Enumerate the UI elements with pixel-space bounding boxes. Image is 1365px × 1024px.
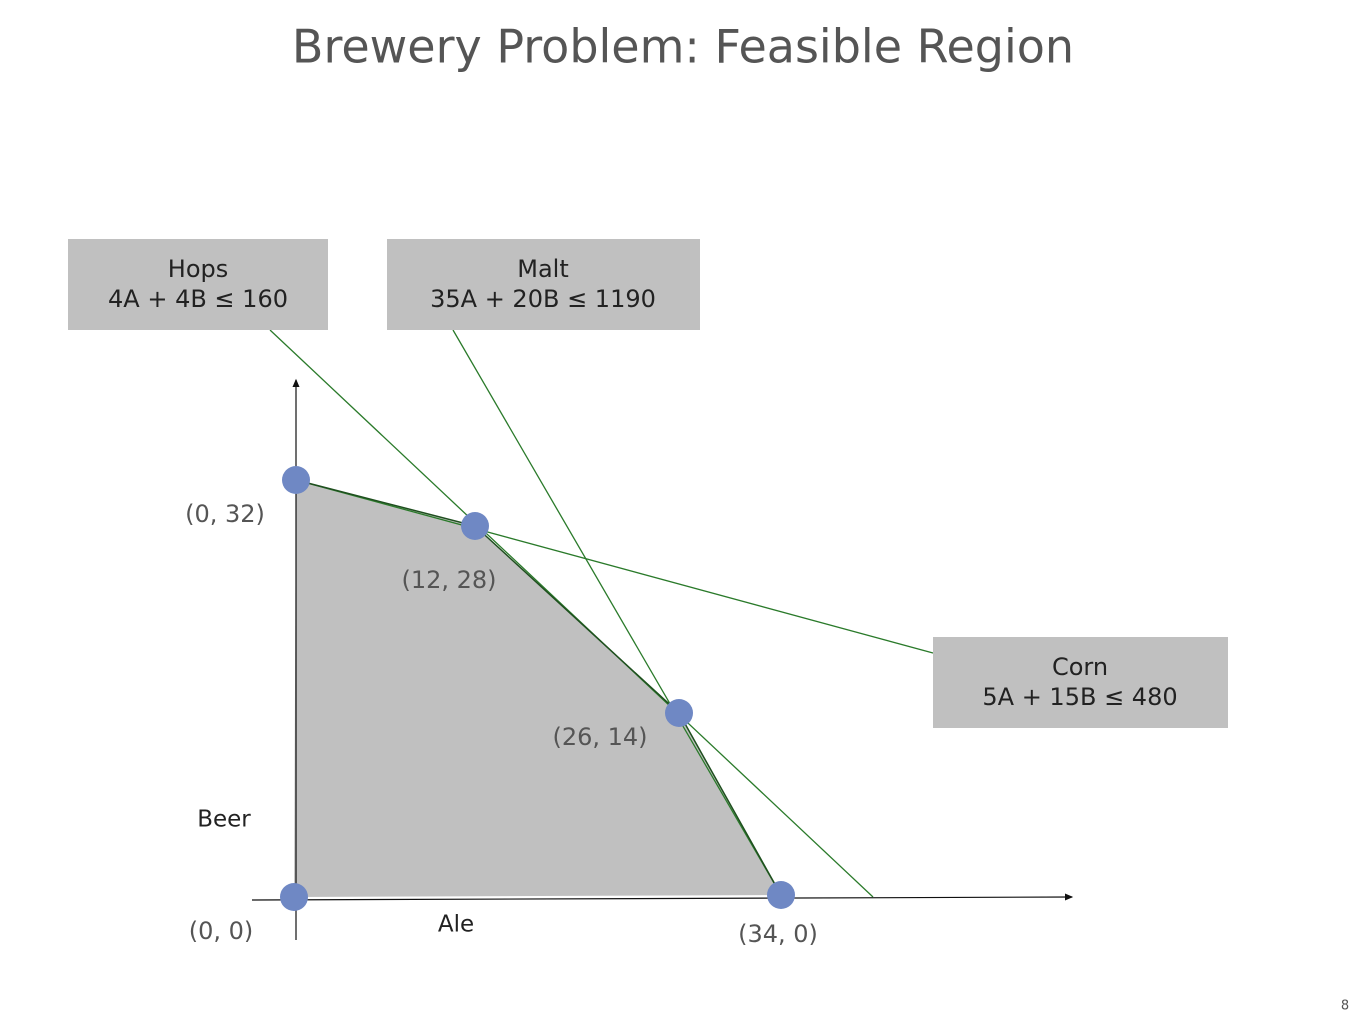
malt-line [452,329,782,896]
x-axis [251,893,1074,901]
vertex [767,881,795,909]
page-number: 8 [1341,999,1349,1014]
feasible-region [294,480,781,897]
vertex-label: (0, 0) [189,917,254,945]
constraint-name: Malt [517,255,569,283]
vertex-markers [280,466,795,911]
x-axis-label: Ale [438,912,474,938]
y-axis-label: Beer [197,807,251,833]
vertex-label: (12, 28) [401,566,496,594]
corn-line [295,479,934,654]
vertex [280,883,308,911]
vertex [665,699,693,727]
region-edge [295,479,782,896]
vertex-label: (26, 14) [552,723,647,751]
constraint-box [933,637,1228,728]
constraint-expression: 5A + 15B ≤ 480 [982,683,1177,711]
constraint-box [68,239,328,330]
vertex-label: (0, 32) [185,500,265,528]
constraint-box [387,239,700,330]
vertex-label: (34, 0) [738,920,818,948]
constraint-expression: 35A + 20B ≤ 1190 [430,285,656,313]
vertex [461,512,489,540]
slide-title: Brewery Problem: Feasible Region [292,20,1074,74]
constraint-expression: 4A + 4B ≤ 160 [108,285,288,313]
constraint-name: Corn [1052,653,1108,681]
constraint-name: Hops [168,255,228,283]
vertex [282,466,310,494]
